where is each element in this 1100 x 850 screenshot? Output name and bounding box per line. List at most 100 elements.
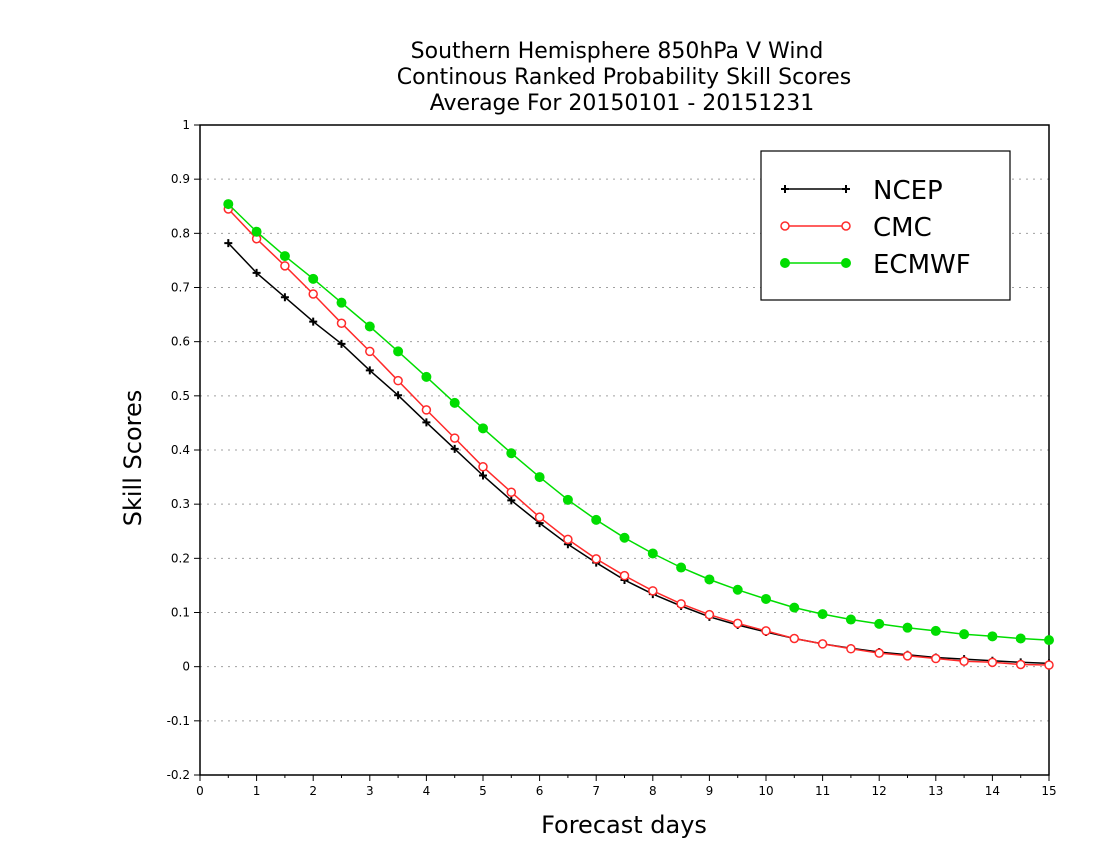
y-tick-label: 0.3 <box>171 497 190 511</box>
data-point-cmc <box>902 651 913 661</box>
legend-label-ncep: NCEP <box>873 176 943 206</box>
legend-label-ecmwf: ECMWF <box>873 250 971 280</box>
y-tick-label: 0.5 <box>171 389 190 403</box>
data-point-cmc <box>761 626 771 636</box>
data-point-cmc <box>421 405 432 415</box>
data-point-ecmwf <box>591 514 602 525</box>
y-tick-label: 0.6 <box>171 335 190 349</box>
data-point-ecmwf <box>704 574 715 585</box>
data-point-ecmwf <box>478 423 488 434</box>
y-tick-label: 0.4 <box>171 443 190 457</box>
x-tick-label: 0 <box>196 784 204 798</box>
data-point-ecmwf <box>676 562 687 573</box>
data-point-ncep <box>280 293 289 302</box>
y-axis: 1 0.9 0.8 0.7 0.6 0.5 0.4 0.3 0.2 0.1 0 -0.1 -0.2 <box>167 118 200 782</box>
data-point-cmc <box>874 648 884 658</box>
y-tick-label: 0.9 <box>171 172 190 186</box>
data-point-ncep <box>394 391 403 400</box>
data-point-ncep <box>224 239 233 248</box>
data-point-cmc <box>280 261 290 271</box>
data-point-ecmwf <box>959 629 970 640</box>
data-point-ecmwf <box>308 273 319 284</box>
data-point-cmc <box>365 346 375 357</box>
data-point-cmc <box>506 487 517 497</box>
data-point-ecmwf <box>364 321 375 332</box>
data-point-ncep <box>450 444 459 453</box>
data-point-ncep <box>365 366 374 375</box>
x-tick-label: 10 <box>758 784 773 798</box>
data-point-ecmwf <box>845 614 856 625</box>
data-point-cmc <box>591 554 601 564</box>
legend-label-cmc: CMC <box>873 213 932 243</box>
data-point-cmc <box>676 599 686 609</box>
x-tick-label: 4 <box>423 784 431 798</box>
data-point-cmc <box>393 375 403 386</box>
legend-entry-ncep: NCEP <box>781 176 943 206</box>
data-point-cmc <box>846 644 856 654</box>
x-axis-label: Forecast days <box>541 811 707 839</box>
legend-entry-ecmwf: ECMWF <box>780 250 971 280</box>
x-tick-label: 7 <box>592 784 600 798</box>
series-layer <box>223 199 1054 670</box>
title-line-2: Continous Ranked Probability Skill Score… <box>397 65 851 90</box>
y-tick-label: 0 <box>182 660 190 674</box>
y-tick-label: 0.7 <box>171 281 190 295</box>
data-point-ecmwf <box>562 494 573 505</box>
data-point-cmc <box>308 289 318 299</box>
data-point-ecmwf <box>761 593 771 604</box>
legend: NCEP CMC ECMWF <box>760 150 1011 301</box>
data-point-ecmwf <box>930 625 941 636</box>
data-point-ecmwf <box>449 397 460 408</box>
x-tick-label: 3 <box>366 784 374 798</box>
data-point-cmc <box>648 586 658 596</box>
y-tick-label: -0.2 <box>167 768 190 782</box>
series-cmc <box>223 204 1054 670</box>
data-point-cmc <box>704 609 715 620</box>
y-tick-label: 1 <box>182 118 190 132</box>
x-tick-label: 15 <box>1041 784 1056 798</box>
data-point-ecmwf <box>506 448 517 459</box>
title-line-3: Average For 20150101 - 20151231 <box>430 91 815 116</box>
data-point-ecmwf <box>987 631 998 642</box>
series-ncep <box>224 239 1053 668</box>
legend-marker-cmc <box>780 221 790 231</box>
x-tick-label: 5 <box>479 784 487 798</box>
data-point-ecmwf <box>336 297 347 308</box>
data-point-ecmwf <box>789 602 800 613</box>
x-tick-label: 2 <box>309 784 317 798</box>
data-point-cmc <box>817 639 828 649</box>
data-point-ecmwf <box>1015 633 1026 644</box>
x-tick-label: 9 <box>706 784 714 798</box>
legend-marker-cmc <box>841 221 851 231</box>
data-point-cmc <box>1044 660 1054 670</box>
data-point-cmc <box>534 512 545 522</box>
data-point-cmc <box>619 570 630 581</box>
x-tick-label: 6 <box>536 784 544 798</box>
data-point-cmc <box>987 657 998 668</box>
data-point-ncep <box>337 339 346 348</box>
data-point-ncep <box>422 418 431 427</box>
x-tick-label: 8 <box>649 784 657 798</box>
data-point-ecmwf <box>279 251 290 262</box>
data-point-ecmwf <box>732 584 743 595</box>
data-point-ecmwf <box>251 226 262 237</box>
data-point-ecmwf <box>223 199 234 210</box>
data-point-cmc <box>478 462 488 472</box>
legend-marker-ecmwf <box>780 258 790 268</box>
data-point-ecmwf <box>534 472 545 483</box>
data-point-ecmwf <box>619 532 630 543</box>
data-point-ecmwf <box>817 609 828 620</box>
y-axis-label: Skill Scores <box>119 390 147 527</box>
data-point-ecmwf <box>421 371 432 382</box>
data-point-ncep <box>479 471 487 480</box>
y-tick-label: -0.1 <box>167 714 190 728</box>
legend-marker-ncep <box>781 185 789 193</box>
data-point-ncep <box>252 268 261 277</box>
chart-title: Southern Hemisphere 850hPa V Wind Contin… <box>397 39 851 116</box>
title-line-1: Southern Hemisphere 850hPa V Wind <box>411 39 824 64</box>
x-tick-label: 14 <box>985 784 1000 798</box>
data-point-cmc <box>789 633 800 644</box>
data-point-ncep <box>309 317 318 326</box>
